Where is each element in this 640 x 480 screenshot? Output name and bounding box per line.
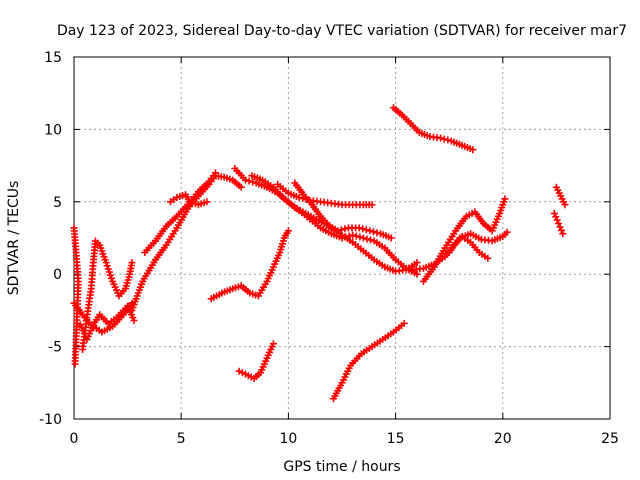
y-tick-label: 15 [44,50,62,66]
series-trace-12 [207,227,292,303]
data-point-marker [440,135,448,143]
y-axis-label: SDTVAR / TECUs [6,181,22,296]
data-point-marker [341,225,349,233]
series-trace-15 [390,104,477,154]
data-point-marker [128,259,136,267]
data-point-marker [362,226,370,234]
series-trace-18 [445,228,511,256]
series-trace-19 [552,183,569,209]
data-point-marker [367,236,375,244]
data-point-marker [102,259,110,267]
data-point-marker [469,146,477,154]
data-point-marker [559,230,567,238]
data-point-marker [550,209,558,217]
data-point-marker [556,223,564,231]
x-tick-label: 0 [70,431,79,447]
data-point-marker [203,198,211,206]
series-trace-7 [167,191,211,209]
data-point-marker [400,319,408,327]
data-point-marker [503,228,511,236]
series-trace-13 [235,340,277,382]
series-trace-10 [274,180,376,209]
series-trace-4 [79,237,136,353]
y-tick-label: 5 [53,195,62,211]
data-point-marker [366,227,374,235]
y-axis-tick-labels: -10 -5 0 5 10 15 [39,50,62,428]
x-tick-label: 20 [494,431,512,447]
data-point-marker [130,317,138,324]
data-point-marker [444,136,452,144]
x-tick-label: 10 [279,431,297,447]
x-axis-tick-labels: 0 5 10 15 20 25 [70,431,619,447]
y-tick-label: 0 [53,267,62,283]
data-point-marker [501,195,509,203]
data-point-marker [363,235,371,243]
data-point-marker [269,340,277,348]
y-tick-label: -5 [48,340,62,356]
y-tick-label: 10 [44,122,62,138]
data-point-marker [359,225,367,233]
data-point-marker [373,229,381,237]
x-tick-label: 5 [177,431,186,447]
data-point-marker [561,201,569,209]
x-axis-label: GPS time / hours [283,459,400,475]
data-point-marker [555,220,562,227]
data-point-marker [484,254,492,262]
series-trace-3 [76,302,138,343]
data-point-marker [349,231,357,239]
data-point-marker [212,169,219,177]
data-point-marker [71,360,79,368]
data-point-marker [235,367,243,375]
chart-title: Day 123 of 2023, Sidereal Day-to-day VTE… [57,23,627,39]
series-trace-8 [231,165,421,278]
series-trace-9 [248,172,395,242]
data-point-marker [413,259,421,267]
data-point-marker [245,177,253,185]
data-point-marker [369,228,377,236]
series-trace-14 [329,319,408,403]
data-point-marker [368,201,376,209]
data-point-marker [359,234,367,242]
data-point-marker [352,232,360,240]
data-point-marker [356,233,364,241]
data-point-marker [238,369,246,377]
data-point-marker [105,268,113,276]
data-point-marker [249,178,257,186]
series-trace-5 [128,172,245,314]
series-trace-17 [420,195,509,285]
series-trace-6 [141,169,219,256]
data-point-marker [242,176,249,184]
data-traces [70,104,569,403]
x-tick-label: 15 [387,431,405,447]
data-point-marker [355,224,363,232]
data-point-marker [284,227,292,235]
series-trace-11 [291,179,421,275]
data-point-marker [553,216,561,224]
x-tick-label: 25 [601,431,619,447]
trace-line [392,106,474,151]
data-point-marker [295,194,303,201]
grid-lines [74,57,610,419]
data-point-marker [387,234,395,242]
data-point-marker [237,183,245,191]
series-trace-20 [550,209,567,238]
data-point-marker [437,134,445,142]
y-tick-label: -10 [39,412,62,428]
data-point-marker [557,226,565,234]
data-point-marker [552,213,560,221]
